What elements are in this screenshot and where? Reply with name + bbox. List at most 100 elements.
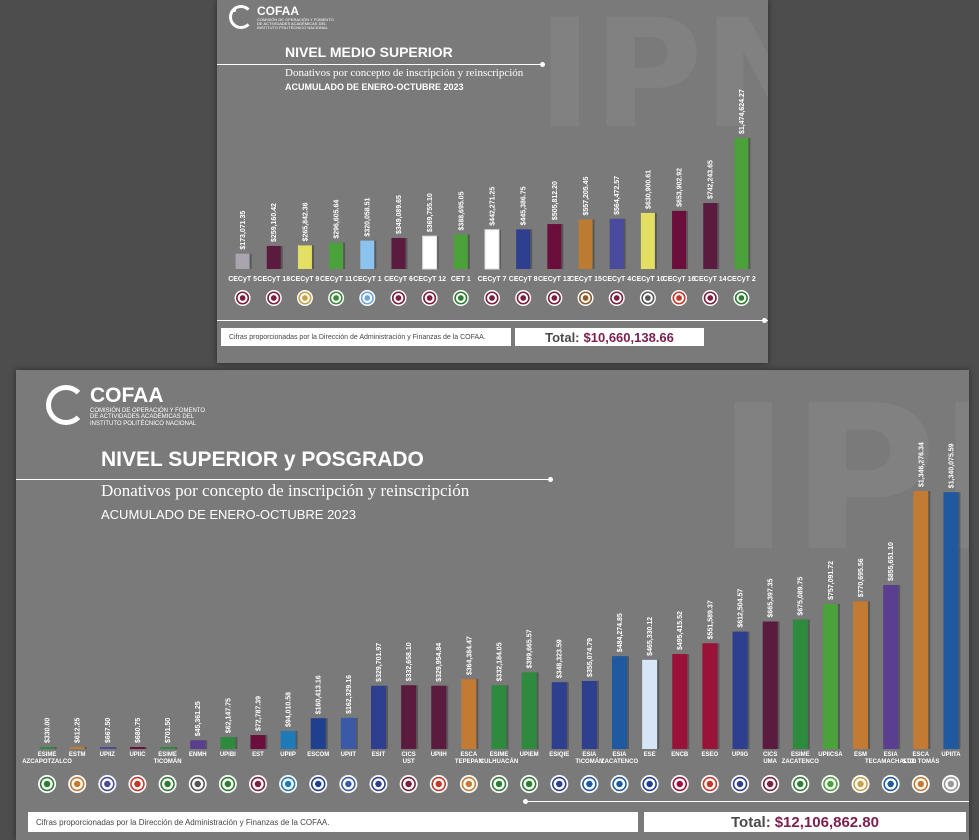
encb-logo-icon	[670, 775, 689, 793]
bar-encb	[672, 654, 688, 749]
bar-esiqie	[551, 682, 567, 749]
title-rule	[217, 64, 542, 65]
bar-cecyt-11	[329, 242, 344, 269]
category-label: ENMH	[189, 752, 207, 758]
total-label: Total:	[731, 813, 771, 831]
bar-cecyt-1	[360, 240, 375, 269]
bar-group-upibi: $62,147.75 UPIBI	[218, 698, 238, 793]
bar-upiicsa	[822, 603, 838, 749]
value-label: $564,472.57	[614, 176, 621, 215]
bar-esm	[853, 601, 869, 749]
value-label: $265,842.36	[302, 202, 309, 241]
bar-cecyt-13	[547, 224, 562, 269]
value-label: $160,413.16	[316, 675, 323, 714]
value-label: $855,651.10	[888, 542, 895, 581]
category-label: CECyT 15	[569, 276, 602, 283]
bar-group-upiip: $94,010.58 UPIIP	[279, 692, 298, 793]
category-label: CECyT 12	[413, 276, 446, 283]
estm-logo-icon	[68, 775, 87, 793]
category-label: CECyT 13	[538, 276, 571, 283]
bar-group-esime-zacatenco: $675,089.75 ESIME ZACATENCO	[782, 577, 819, 793]
panel-title: NIVEL MEDIO SUPERIOR	[285, 44, 453, 60]
category-label: CECyT 8	[509, 276, 538, 283]
bar-upiih	[431, 685, 447, 749]
value-label: $94,010.58	[286, 692, 293, 727]
category-label: CECyT 16	[663, 276, 696, 283]
category-label: CECyT 18	[257, 276, 290, 283]
bar-group-esime-ticoman: $701.50 ESIME TICOMÁN	[154, 718, 182, 793]
upiip-logo-icon	[279, 775, 298, 793]
bar-group-esia-zacatenco: $484,274.85 ESIA ZACATENCO	[601, 613, 639, 793]
cecyt6-logo-icon	[390, 290, 407, 306]
panel-period: ACUMULADO DE ENERO-OCTUBRE 2023	[101, 507, 356, 522]
bar-group-cet-1: $388,695.05 CET 1	[451, 191, 471, 306]
value-label: $551,589.37	[707, 600, 714, 639]
bar-group-cecyt-2: $1,474,624.27 CECyT 2	[727, 89, 756, 306]
category-label: UPIITA	[941, 752, 961, 758]
cofaa-logo-icon	[229, 5, 253, 30]
value-label: $630,900.61	[645, 170, 652, 209]
bar-group-esit: $329,701.97 ESIT	[369, 643, 388, 793]
bar-group-cecyt-5: $173,071.35 CECyT 5	[228, 211, 257, 306]
bar-esia-ticoman	[581, 680, 597, 749]
bar-upiit	[340, 717, 356, 749]
value-label: $369,755.10	[427, 193, 434, 232]
bar-group-cecyt-11: $296,605.64 CECyT 11	[320, 200, 352, 306]
bar-group-upiita: $1,340,075.59 UPIITA	[941, 443, 961, 793]
value-label: $45,361.25	[195, 701, 202, 736]
category-label: ESCOM	[307, 752, 329, 758]
category-label: ESEO	[702, 752, 719, 758]
bar-group-esia-ticoman: $355,074.79 ESIA TICOMÁN	[575, 638, 603, 793]
bar-group-esca-tepepan: $364,384.47 ESCA TEPEPAN	[455, 636, 483, 793]
bar-group-cecyt-6: $349,089.65 CECyT 6	[384, 195, 413, 306]
category-label: ESE	[644, 752, 656, 758]
escom-logo-icon	[309, 775, 328, 793]
cecyt5-logo-icon	[234, 290, 251, 306]
value-label: $1,474,624.27	[739, 89, 746, 134]
brand-subtitle: COMISIÓN DE OPERACIÓN Y FOMENTO DE ACTIV…	[257, 17, 334, 31]
cecyt10-logo-icon	[639, 290, 656, 306]
value-label: $442,271.25	[489, 187, 496, 226]
value-label: $675,089.75	[798, 577, 805, 616]
bar-cecyt-14	[703, 203, 718, 269]
bar-esime-azcapotzalco	[39, 747, 55, 749]
total-label: Total:	[545, 329, 580, 345]
bar-est	[250, 735, 266, 749]
bar-cecyt-16	[672, 210, 687, 269]
brand-subtitle: COMISIÓN DE OPERACIÓN Y FOMENTO DE ACTIV…	[90, 408, 206, 427]
category-label: CICS UST	[401, 752, 415, 765]
panel-medio-superior: IPN COFAA COMISIÓN DE OPERACIÓN Y FOMENT…	[217, 0, 768, 363]
esime-ticoman-logo-icon	[158, 775, 177, 793]
bar-group-cecyt-4: $564,472.57 CECyT 4	[602, 176, 631, 306]
cecyt15-logo-icon	[577, 290, 594, 306]
bar-esca-tepepan	[461, 679, 477, 749]
footer-rule-dot	[523, 799, 528, 804]
value-label: $1,340,075.59	[948, 443, 955, 488]
value-label: $495,415.52	[677, 611, 684, 650]
total-box: Total: $12,106,862.80	[644, 812, 966, 832]
value-label: $348,323.59	[557, 639, 564, 678]
cics-uma-logo-icon	[761, 775, 780, 793]
bar-cecyt-7	[484, 229, 500, 270]
category-label: EST	[252, 752, 264, 758]
category-label: ESTM	[69, 752, 86, 758]
cecyt12-logo-icon	[421, 290, 438, 306]
category-label: UPIIZ	[100, 752, 116, 758]
category-label: CECyT 5	[228, 276, 257, 283]
value-label: $557,205.45	[583, 176, 590, 215]
bar-cecyt-12	[422, 235, 438, 270]
footer-rule-dot	[762, 318, 767, 323]
category-label: ESIA ZACATENCO	[601, 752, 639, 765]
value-label: $399,665.57	[527, 629, 534, 668]
bar-group-enmh: $45,361.25 ENMH	[188, 701, 208, 793]
category-label: ENCB	[671, 752, 689, 758]
category-label: CECyT 7	[478, 276, 507, 283]
value-label: $329,701.97	[376, 643, 383, 682]
cecyt16-logo-icon	[671, 290, 688, 306]
value-label: $332,658.10	[406, 642, 413, 681]
bar-group-cics-ust: $332,658.10 CICS UST	[399, 642, 419, 793]
value-label: $388,695.05	[458, 191, 465, 230]
category-label: UPIIT	[341, 752, 357, 758]
bar-group-upiiz: $667.50 UPIIZ	[98, 718, 117, 793]
